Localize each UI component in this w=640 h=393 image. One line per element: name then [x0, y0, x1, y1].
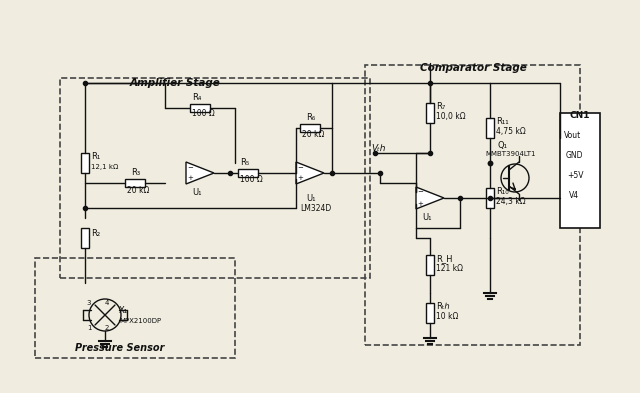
Text: V4: V4 [569, 191, 579, 200]
Bar [426, 255, 434, 275]
Text: 4,75 kΩ: 4,75 kΩ [496, 127, 525, 136]
Text: R₁₁: R₁₁ [496, 117, 509, 126]
Text: U₁: U₁ [422, 213, 431, 222]
Text: R₄: R₄ [192, 93, 202, 102]
Text: +5V: +5V [567, 171, 584, 180]
Bar [81, 153, 89, 173]
Text: MMBT3904LT1: MMBT3904LT1 [485, 151, 536, 157]
Bar [426, 303, 434, 323]
Text: 1: 1 [87, 325, 92, 331]
Text: Comparator Stage: Comparator Stage [420, 63, 527, 73]
Text: U₁: U₁ [306, 194, 316, 203]
Text: Q₁: Q₁ [497, 141, 507, 150]
Bar [125, 179, 145, 187]
Text: R₁: R₁ [91, 152, 100, 161]
Bar [560, 113, 600, 228]
Bar [81, 228, 89, 248]
Bar [365, 65, 580, 345]
Text: 100 Ω: 100 Ω [192, 109, 215, 118]
Text: R₃: R₃ [131, 168, 140, 177]
Bar [35, 258, 235, 358]
Text: −: − [297, 165, 303, 171]
Bar [238, 169, 258, 177]
Text: Vout: Vout [564, 131, 581, 140]
Text: 100 Ω: 100 Ω [240, 175, 263, 184]
Text: R_H: R_H [436, 254, 452, 263]
Text: 4: 4 [105, 300, 109, 306]
Text: 12,1 kΩ: 12,1 kΩ [91, 164, 118, 170]
Text: CN1: CN1 [570, 111, 591, 120]
Text: U₁: U₁ [192, 188, 202, 197]
Polygon shape [186, 162, 214, 184]
Text: GND: GND [566, 151, 584, 160]
Text: 10,0 kΩ: 10,0 kΩ [436, 112, 466, 121]
Text: X₁: X₁ [119, 306, 128, 315]
Text: 24,3 kΩ: 24,3 kΩ [496, 197, 525, 206]
Bar [300, 124, 320, 132]
Text: R₂: R₂ [91, 229, 100, 238]
Text: +: + [187, 176, 193, 182]
Bar [60, 78, 370, 278]
Text: R₇: R₇ [436, 102, 445, 111]
Text: +: + [297, 176, 303, 182]
Bar [426, 103, 434, 123]
Text: 3: 3 [87, 300, 92, 306]
Text: R₆: R₆ [306, 113, 316, 122]
Text: 121 kΩ: 121 kΩ [436, 264, 463, 273]
Bar [190, 104, 210, 112]
Text: 20 kΩ: 20 kΩ [127, 186, 149, 195]
Polygon shape [296, 162, 324, 184]
Polygon shape [416, 187, 444, 209]
Text: 20 kΩ: 20 kΩ [302, 130, 324, 139]
Text: Rₜℎ: Rₜℎ [436, 302, 450, 311]
Text: Pressure Sensor: Pressure Sensor [75, 343, 164, 353]
Text: R₁₀: R₁₀ [496, 187, 509, 196]
Text: MPX2100DP: MPX2100DP [119, 318, 161, 324]
Text: +: + [417, 200, 423, 206]
Text: R₅: R₅ [240, 158, 249, 167]
Bar [486, 118, 494, 138]
Text: Vₜℎ: Vₜℎ [371, 144, 385, 153]
Text: Amplifier Stage: Amplifier Stage [130, 78, 221, 88]
Text: 10 kΩ: 10 kΩ [436, 312, 458, 321]
Text: −: − [187, 165, 193, 171]
Text: −: − [417, 189, 423, 195]
Bar [486, 188, 494, 208]
Text: LM324D: LM324D [300, 204, 332, 213]
Text: 2: 2 [105, 325, 109, 331]
